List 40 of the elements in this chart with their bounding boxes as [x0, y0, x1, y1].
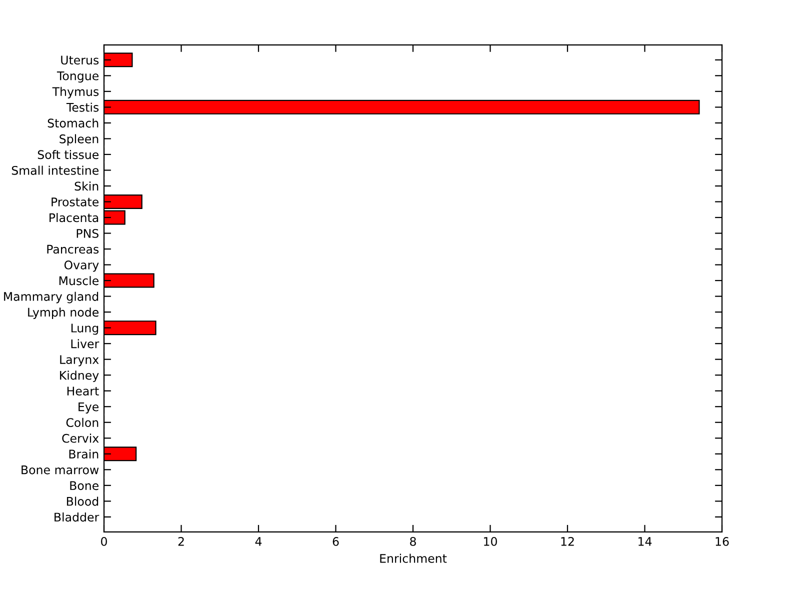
y-tick-label: Bone: [70, 481, 99, 490]
y-tick-label: Uterus: [61, 56, 99, 65]
y-tick-label: Small intestine: [12, 166, 99, 175]
x-tick-label: 16: [716, 536, 729, 546]
y-tick-label: Bladder: [54, 512, 100, 522]
y-tick-label: Spleen: [60, 134, 98, 146]
y-tick-label: Colon: [66, 418, 98, 428]
x-tick-label: 4: [255, 537, 262, 546]
y-tick-label: Brain: [69, 449, 98, 459]
y-tick-label: Blood: [66, 496, 98, 506]
y-tick-label: Lung: [71, 324, 98, 335]
x-axis-title: Enrichment: [380, 554, 447, 563]
y-tick-label: Larynx: [60, 355, 99, 366]
y-tick-label: Soft tissue: [38, 150, 99, 160]
y-tick-label: Cervix: [62, 434, 99, 443]
y-tick-label: Muscle: [59, 276, 99, 286]
y-tick-label: Testis: [66, 102, 99, 112]
y-tick-label: Prostate: [52, 198, 99, 206]
x-tick-label: 6: [332, 536, 339, 546]
y-tick-label: Mammary gland: [4, 292, 98, 304]
y-tick-label: Skin: [74, 181, 98, 191]
y-tick-label: Heart: [67, 386, 99, 396]
y-tick-label: Eye: [78, 402, 99, 414]
y-tick-label: Tongue: [56, 72, 99, 83]
y-tick-label: Bone marrow: [22, 466, 99, 474]
x-tick-label: 2: [178, 536, 184, 546]
y-tick-label: Thymus: [52, 86, 99, 98]
y-tick-label: Lymph node: [28, 308, 99, 319]
x-tick-label: 12: [561, 536, 574, 546]
y-tick-label: PNS: [76, 228, 98, 238]
y-tick-label: Pancreas: [47, 244, 99, 254]
y-tick-label: Kidney: [60, 370, 99, 382]
x-tick-label: 8: [410, 536, 416, 546]
x-tick-label: 10: [484, 536, 497, 546]
x-tick-label: 14: [638, 537, 652, 546]
y-tick-label: Stomach: [48, 118, 98, 128]
y-tick-label: Ovary: [64, 260, 99, 272]
x-tick-label: 0: [101, 536, 107, 546]
y-tick-label: Liver: [71, 339, 100, 348]
y-tick-label: Placenta: [50, 213, 98, 222]
